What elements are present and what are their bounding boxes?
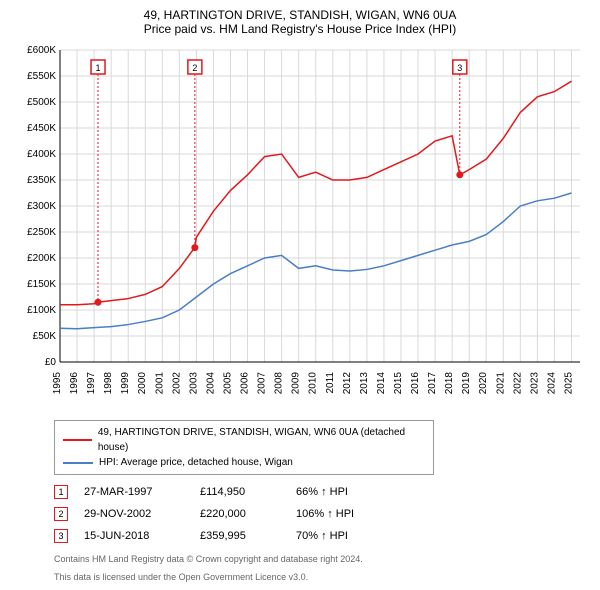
sale-price: £220,000 bbox=[200, 508, 280, 520]
svg-text:£100K: £100K bbox=[27, 305, 56, 316]
svg-text:2003: 2003 bbox=[188, 372, 199, 395]
legend-box: 49, HARTINGTON DRIVE, STANDISH, WIGAN, W… bbox=[54, 420, 434, 475]
sale-row: 1 27-MAR-1997 £114,950 66% ↑ HPI bbox=[54, 481, 588, 503]
svg-text:2018: 2018 bbox=[444, 372, 455, 395]
sale-marker: 2 bbox=[54, 507, 68, 521]
svg-text:2013: 2013 bbox=[359, 372, 370, 395]
svg-text:£350K: £350K bbox=[27, 175, 56, 186]
svg-text:£0: £0 bbox=[45, 357, 57, 368]
chart-svg: £0 £50K £100K £150K £200K £250K £300K £350K £400… bbox=[12, 42, 588, 412]
legend-swatch bbox=[63, 462, 93, 464]
svg-text:2014: 2014 bbox=[376, 372, 387, 395]
svg-text:2023: 2023 bbox=[529, 372, 540, 395]
chart-subtitle: Price paid vs. HM Land Registry's House … bbox=[12, 22, 588, 36]
svg-text:1997: 1997 bbox=[86, 372, 97, 395]
svg-text:£600K: £600K bbox=[27, 45, 56, 56]
svg-text:2002: 2002 bbox=[171, 372, 182, 395]
svg-text:2006: 2006 bbox=[240, 372, 251, 395]
legend-swatch bbox=[63, 439, 92, 441]
sale-row: 2 29-NOV-2002 £220,000 106% ↑ HPI bbox=[54, 503, 588, 525]
sale-date: 27-MAR-1997 bbox=[84, 486, 184, 498]
svg-text:2004: 2004 bbox=[205, 372, 216, 395]
svg-text:2007: 2007 bbox=[257, 372, 268, 395]
sale-marker: 3 bbox=[54, 529, 68, 543]
svg-text:1: 1 bbox=[96, 63, 101, 73]
svg-text:2017: 2017 bbox=[427, 372, 438, 395]
svg-text:2021: 2021 bbox=[495, 372, 506, 395]
sales-table: 1 27-MAR-1997 £114,950 66% ↑ HPI 2 29-NOV-200… bbox=[54, 481, 588, 547]
sale-hpi: 70% ↑ HPI bbox=[296, 530, 376, 542]
svg-text:£50K: £50K bbox=[33, 331, 57, 342]
legend-label: HPI: Average price, detached house, Wiga… bbox=[99, 455, 293, 470]
footnote-2: This data is licensed under the Open Gov… bbox=[54, 571, 588, 583]
sale-hpi: 106% ↑ HPI bbox=[296, 508, 376, 520]
svg-text:£400K: £400K bbox=[27, 149, 56, 160]
svg-text:£500K: £500K bbox=[27, 97, 56, 108]
svg-text:3: 3 bbox=[457, 63, 462, 73]
legend-row: 49, HARTINGTON DRIVE, STANDISH, WIGAN, W… bbox=[63, 425, 425, 455]
sale-hpi: 66% ↑ HPI bbox=[296, 486, 376, 498]
chart-area: £0 £50K £100K £150K £200K £250K £300K £350K £400… bbox=[12, 42, 588, 412]
svg-text:2010: 2010 bbox=[308, 372, 319, 395]
svg-text:2012: 2012 bbox=[342, 372, 353, 395]
svg-text:2009: 2009 bbox=[291, 372, 302, 395]
sale-date: 29-NOV-2002 bbox=[84, 508, 184, 520]
svg-text:£150K: £150K bbox=[27, 279, 56, 290]
svg-text:2000: 2000 bbox=[137, 372, 148, 395]
svg-text:2005: 2005 bbox=[222, 372, 233, 395]
chart-title: 49, HARTINGTON DRIVE, STANDISH, WIGAN, W… bbox=[12, 8, 588, 22]
svg-text:2020: 2020 bbox=[478, 372, 489, 395]
svg-text:£450K: £450K bbox=[27, 123, 56, 134]
svg-text:£250K: £250K bbox=[27, 227, 56, 238]
svg-text:2008: 2008 bbox=[274, 372, 285, 395]
sale-row: 3 15-JUN-2018 £359,995 70% ↑ HPI bbox=[54, 525, 588, 547]
svg-text:2011: 2011 bbox=[325, 372, 336, 394]
svg-text:1995: 1995 bbox=[52, 372, 63, 395]
footnote-1: Contains HM Land Registry data © Crown c… bbox=[54, 553, 588, 565]
sale-marker: 1 bbox=[54, 485, 68, 499]
legend-label: 49, HARTINGTON DRIVE, STANDISH, WIGAN, W… bbox=[98, 425, 425, 455]
svg-text:1999: 1999 bbox=[120, 372, 131, 395]
svg-text:2015: 2015 bbox=[393, 372, 404, 395]
svg-text:£200K: £200K bbox=[27, 253, 56, 264]
svg-text:2016: 2016 bbox=[410, 372, 421, 395]
svg-text:2: 2 bbox=[192, 63, 197, 73]
svg-text:1996: 1996 bbox=[69, 372, 80, 395]
svg-text:£300K: £300K bbox=[27, 201, 56, 212]
sale-price: £359,995 bbox=[200, 530, 280, 542]
sale-price: £114,950 bbox=[200, 486, 280, 498]
svg-text:2022: 2022 bbox=[512, 372, 523, 395]
svg-text:1998: 1998 bbox=[103, 372, 114, 395]
svg-text:£550K: £550K bbox=[27, 71, 56, 82]
svg-text:2025: 2025 bbox=[563, 372, 574, 395]
sale-date: 15-JUN-2018 bbox=[84, 530, 184, 542]
legend-row: HPI: Average price, detached house, Wiga… bbox=[63, 455, 425, 470]
svg-text:2019: 2019 bbox=[461, 372, 472, 395]
svg-text:2001: 2001 bbox=[154, 372, 165, 395]
svg-text:2024: 2024 bbox=[546, 372, 557, 395]
